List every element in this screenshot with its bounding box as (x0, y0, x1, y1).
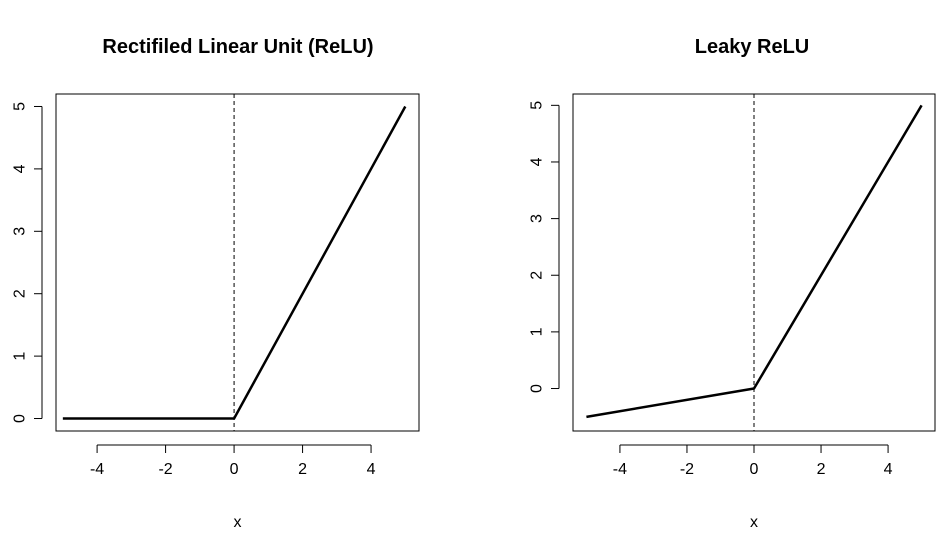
x-tick-label: -2 (158, 461, 172, 478)
chart-title: Rectifiled Linear Unit (ReLU) (102, 36, 373, 58)
x-tick-label: 4 (884, 461, 893, 478)
plot-frame (55, 93, 420, 432)
y-tick-label: 4 (529, 157, 546, 166)
x-tick-label: 2 (817, 461, 826, 478)
x-tick-label: 4 (367, 461, 376, 478)
chart-title: Leaky ReLU (695, 36, 810, 58)
series-line (62, 105, 407, 420)
y-tick-label: 0 (12, 414, 29, 423)
x-axis-label: x (234, 514, 242, 531)
x-tick-label: 0 (750, 461, 759, 478)
leaky-relu-chart: Leaky ReLU x -4 -2 0 2 4 0 1 2 3 4 5 (529, 36, 936, 531)
x-tick-label: 2 (298, 461, 307, 478)
y-tick-label: 4 (12, 164, 29, 173)
y-tick-label: 2 (529, 271, 546, 280)
x-axis-label: x (750, 514, 758, 531)
x-tick-label: -4 (613, 461, 627, 478)
series-line (586, 104, 923, 419)
x-tick-label: 0 (230, 461, 239, 478)
x-tick-label: -4 (90, 461, 104, 478)
y-tick-label: 2 (12, 289, 29, 298)
y-tick-label: 0 (529, 384, 546, 393)
y-tick-label: 1 (529, 327, 546, 336)
x-tick-label: -2 (680, 461, 694, 478)
relu-chart: Rectifiled Linear Unit (ReLU) x -4 -2 0 2 4 0… (12, 36, 420, 531)
y-tick-label: 5 (529, 101, 546, 110)
y-tick-label: 3 (12, 227, 29, 236)
y-tick-label: 3 (529, 214, 546, 223)
y-tick-label: 1 (12, 352, 29, 361)
y-tick-label: 5 (12, 102, 29, 111)
